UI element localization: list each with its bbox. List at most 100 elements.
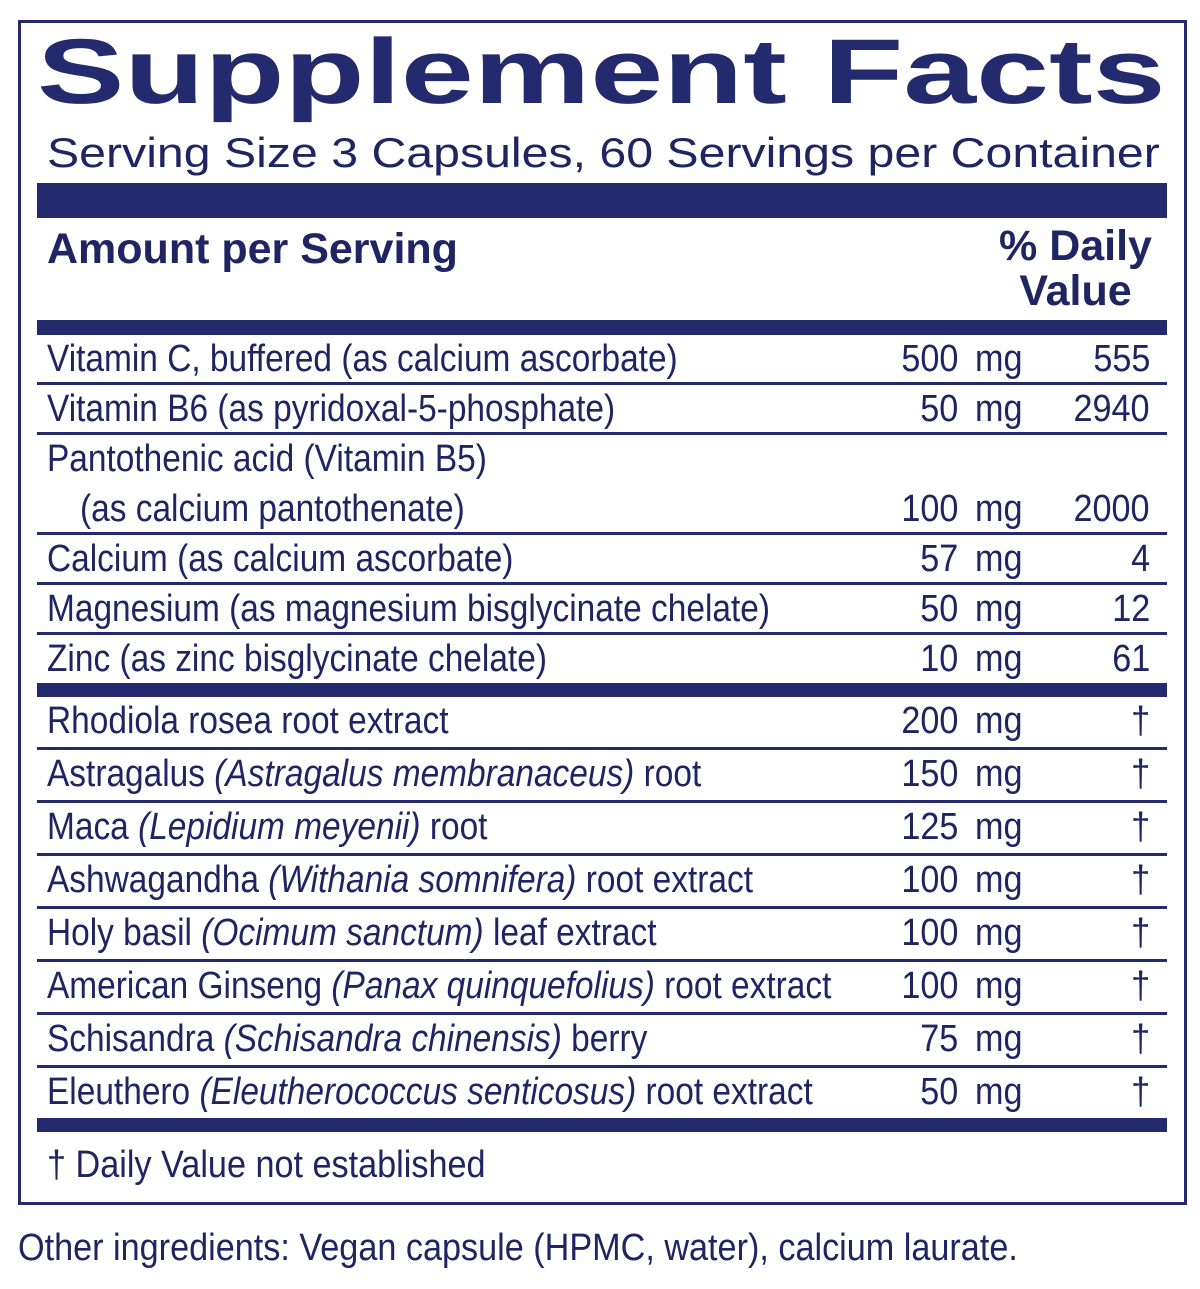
dv: 2940: [1073, 388, 1150, 430]
name: Calcium (as calcium ascorbate): [47, 538, 514, 580]
latin-name: (Eleutherococcus senticosus): [199, 1071, 637, 1113]
dv: †: [1130, 965, 1150, 1007]
ingredient-row: Calcium (as calcium ascorbate) 57 mg 4: [37, 535, 1167, 585]
ingredient-name: Magnesium (as magnesium bisglycinate che…: [47, 585, 770, 633]
plant-part: root: [429, 806, 488, 848]
ingredient-name: Holy basil (Ocimum sanctum) leaf extract: [47, 909, 657, 957]
amount: 150: [900, 753, 958, 795]
ingredient-row: Maca (Lepidium meyenii) root 125 mg †: [37, 803, 1167, 856]
name: Zinc (as zinc bisglycinate chelate): [47, 638, 547, 680]
name: Astragalus: [47, 753, 206, 795]
ingredient-row: Vitamin B6 (as pyridoxal-5-phosphate) 50 m…: [37, 385, 1167, 435]
dv: 2000: [1073, 488, 1150, 530]
name: Rhodiola rosea root extract: [47, 700, 449, 742]
unit: mg: [975, 538, 1023, 580]
ingredient-row: Schisandra (Schisandra chinensis) berry 7…: [37, 1015, 1167, 1068]
unit: mg: [975, 912, 1023, 954]
name: American Ginseng: [47, 965, 323, 1007]
amount: 75: [919, 1018, 958, 1060]
plant-part: berry: [571, 1018, 648, 1060]
unit: mg: [975, 965, 1023, 1007]
botanical-rows: Rhodiola rosea root extract 200 mg † Astraga…: [37, 697, 1167, 1118]
dv: 12: [1111, 588, 1150, 630]
ingredient-row: Zinc (as zinc bisglycinate chelate) 10 mg 6…: [37, 635, 1167, 682]
ingredient-row: Astragalus (Astragalus membranaceus) roo…: [37, 750, 1167, 803]
unit: mg: [975, 488, 1023, 530]
ingredient-row: Rhodiola rosea root extract 200 mg †: [37, 697, 1167, 750]
ingredient-name: Vitamin B6 (as pyridoxal-5-phosphate): [47, 385, 615, 433]
latin-name: (Ocimum sanctum): [201, 912, 484, 954]
ingredient-row: Pantothenic acid (Vitamin B5) (as calcium…: [37, 435, 1167, 535]
ingredient-name: Astragalus (Astragalus membranaceus) roo…: [47, 750, 701, 798]
unit: mg: [975, 338, 1023, 380]
name: Holy basil: [47, 912, 192, 954]
dv: 4: [1130, 538, 1150, 580]
amount: 500: [900, 338, 958, 380]
divider-bar: [37, 183, 1167, 218]
unit: mg: [975, 859, 1023, 901]
ingredient-row: Vitamin C, buffered (as calcium ascorbat…: [37, 335, 1167, 385]
latin-name: (Withania somnifera): [268, 859, 577, 901]
ingredient-row: Magnesium (as magnesium bisglycinate che…: [37, 585, 1167, 635]
amount: 100: [900, 488, 958, 530]
vitamin-rows: Vitamin C, buffered (as calcium ascorbat…: [37, 335, 1167, 682]
amount: 200: [900, 700, 958, 742]
plant-part: root: [643, 753, 702, 795]
dv: †: [1130, 859, 1150, 901]
unit: mg: [975, 388, 1023, 430]
unit: mg: [975, 700, 1023, 742]
ingredient-name: Vitamin C, buffered (as calcium ascorbat…: [47, 335, 678, 383]
ingredient-name: Zinc (as zinc bisglycinate chelate): [47, 635, 547, 683]
ingredient-name: Pantothenic acid (Vitamin B5): [47, 435, 487, 483]
amount: 100: [900, 912, 958, 954]
unit: mg: [975, 588, 1023, 630]
plant-part: leaf extract: [492, 912, 657, 954]
serving-size: Serving Size 3 Capsules, 60 Servings per…: [47, 129, 1160, 176]
latin-name: (Schisandra chinensis): [223, 1018, 562, 1060]
dv: †: [1130, 753, 1150, 795]
ingredient-name: Rhodiola rosea root extract: [47, 697, 449, 745]
ingredient-row: Eleuthero (Eleutherococcus senticosus) r…: [37, 1068, 1167, 1118]
unit: mg: [975, 806, 1023, 848]
dv: †: [1130, 1018, 1150, 1060]
dv: 555: [1092, 338, 1150, 380]
other-ingredients: Other ingredients: Vegan capsule (HPMC, …: [18, 1227, 1018, 1269]
plant-part: root extract: [645, 1071, 813, 1113]
unit: mg: [975, 1071, 1023, 1113]
amount: 100: [900, 859, 958, 901]
dv: †: [1130, 912, 1150, 954]
name: Schisandra: [47, 1018, 215, 1060]
ingredient-name: Ashwagandha (Withania somnifera) root ex…: [47, 856, 753, 904]
ingredient-name: Schisandra (Schisandra chinensis) berry: [47, 1015, 647, 1063]
amount: 125: [900, 806, 958, 848]
divider-bar: [37, 683, 1167, 697]
amount: 50: [919, 1071, 958, 1113]
plant-part: root extract: [664, 965, 832, 1007]
unit: mg: [975, 753, 1023, 795]
name: Ashwagandha: [47, 859, 259, 901]
ingredient-row: American Ginseng (Panax quinquefolius) r…: [37, 962, 1167, 1015]
dv: †: [1130, 1071, 1150, 1113]
unit: mg: [975, 638, 1023, 680]
title: Supplement Facts: [37, 21, 1166, 123]
amount: 57: [919, 538, 958, 580]
plant-part: root extract: [585, 859, 754, 901]
amount: 50: [919, 388, 958, 430]
amount-header: Amount per Serving: [47, 225, 458, 273]
dv: †: [1130, 806, 1150, 848]
divider-bar: [37, 1118, 1167, 1132]
name: Maca: [47, 806, 129, 848]
ingredient-row: Holy basil (Ocimum sanctum) leaf extract…: [37, 909, 1167, 962]
latin-name: (Panax quinquefolius): [331, 965, 655, 1007]
latin-name: (Lepidium meyenii): [138, 806, 421, 848]
unit: mg: [975, 1018, 1023, 1060]
dv: 61: [1111, 638, 1150, 680]
dv: †: [1130, 700, 1150, 742]
ingredient-detail: (as calcium pantothenate): [80, 488, 465, 530]
name: Magnesium (as magnesium bisglycinate che…: [47, 588, 771, 630]
ingredient-row: Ashwagandha (Withania somnifera) root ex…: [37, 856, 1167, 909]
ingredient-name: American Ginseng (Panax quinquefolius) r…: [47, 962, 831, 1010]
amount: 10: [919, 638, 958, 680]
amount: 50: [919, 588, 958, 630]
